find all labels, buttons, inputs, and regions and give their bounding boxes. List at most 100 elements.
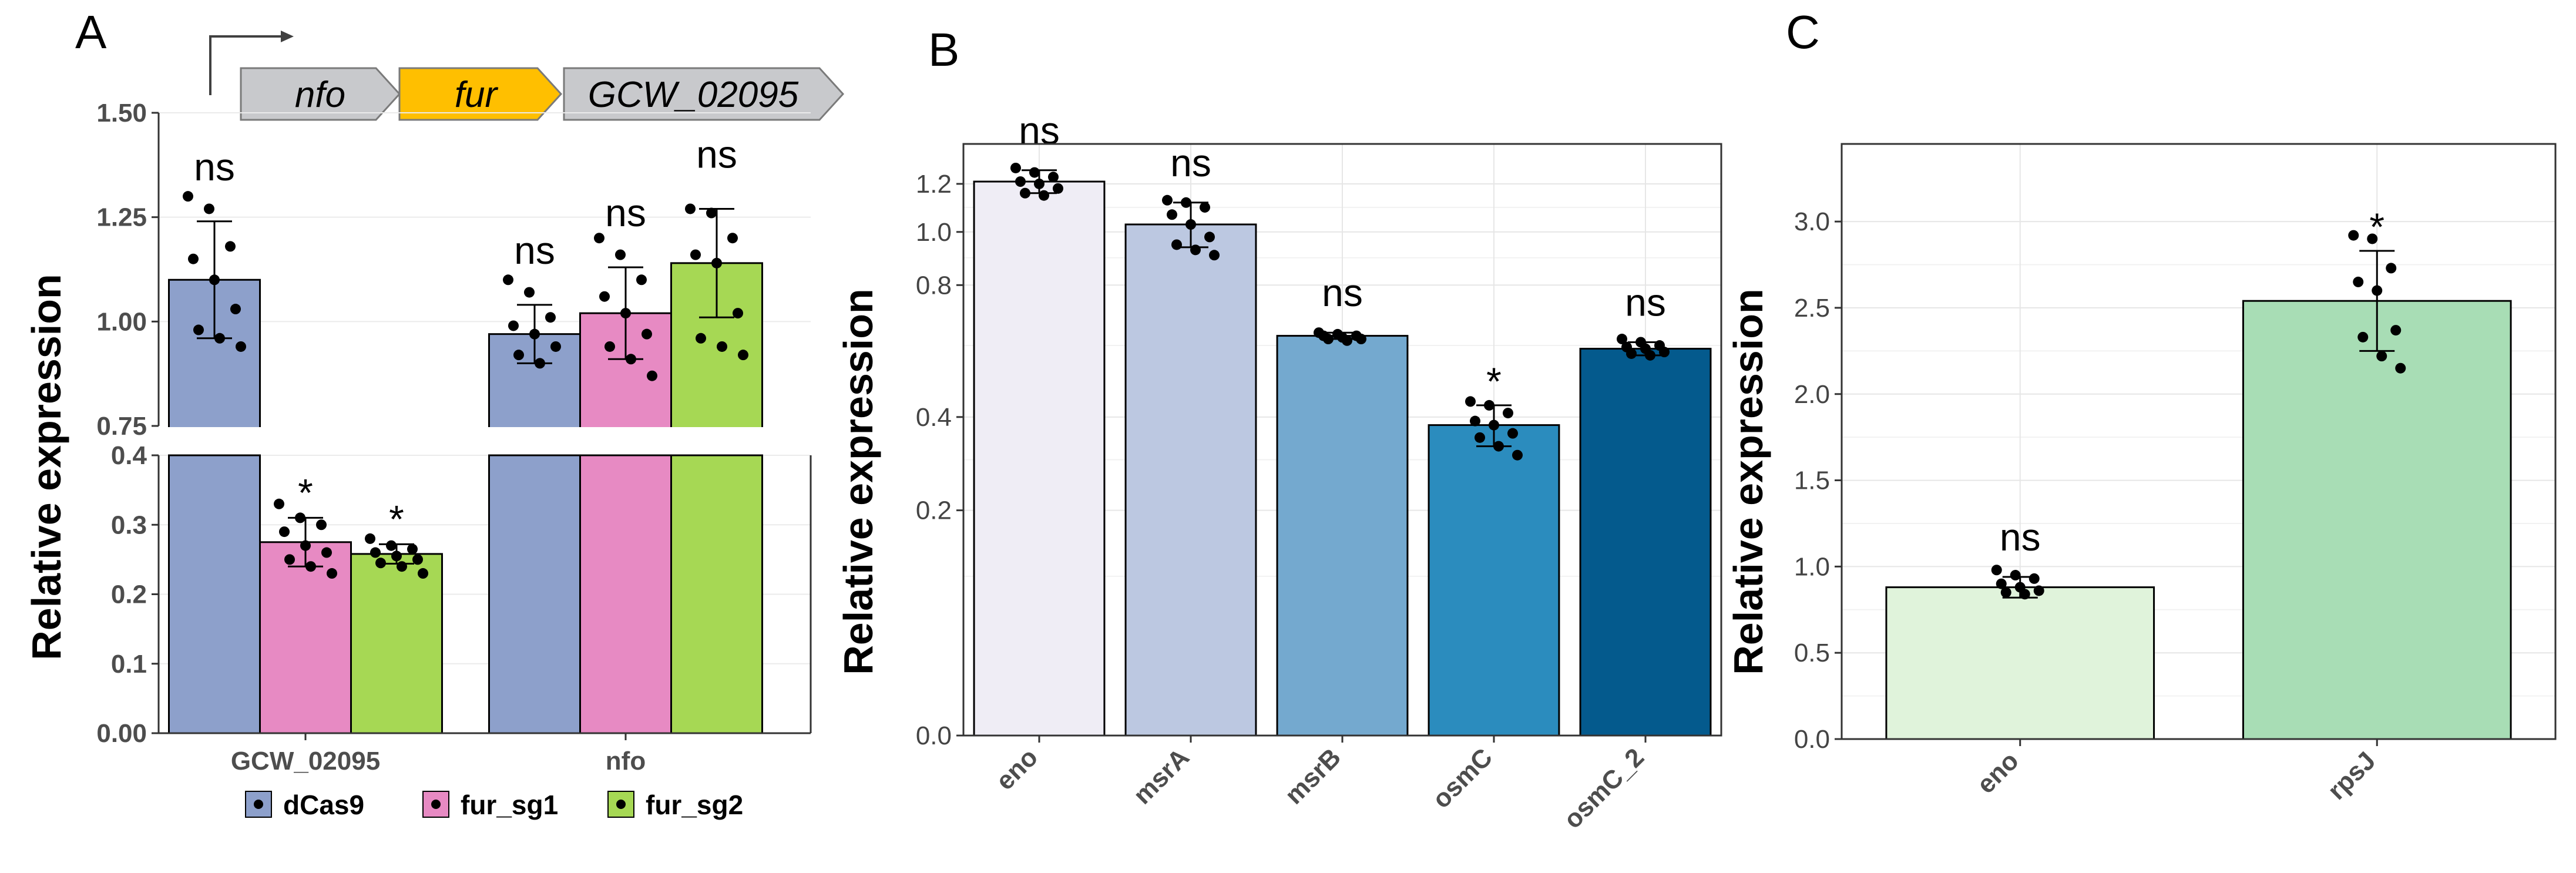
panel-a-x-tick-label: GCW_02095 [231,747,380,775]
panel-a-point-fur_sg2-nfo [696,333,706,344]
panel-a-point-fur_sg1-GCW_02095 [295,512,305,523]
panel-a-y-tick-label: 1.25 [96,203,147,232]
panel-c-point-eno [2000,587,2011,598]
panel-a-point-fur_sg1-GCW_02095 [300,540,311,551]
panel-a-axis-break [156,427,814,454]
gene-nfo-label: nfo [295,75,345,115]
panel-a-point-dCas9-GCW_02095 [209,274,220,286]
panel-a-y-tick-label: 0.75 [96,412,147,441]
panel-c-y-tick-label: 0.0 [1794,725,1830,754]
panel-b-point-msrA [1200,202,1210,213]
panel-b-letter: B [928,23,959,76]
panel-a-significance-fur_sg1-nfo: ns [605,191,646,234]
panel-a-y-tick-label: 1.50 [96,99,147,127]
panel-a-point-fur_sg2-nfo [733,308,743,319]
panel-b-point-eno [1053,183,1063,194]
panel-b-significance-msrB: ns [1322,271,1363,314]
panel-c-bar-eno [1885,586,2155,740]
legend-label-dcas9: dCas9 [283,790,364,820]
panel-a-point-dCas9-nfo [513,350,524,361]
panel-a-point-fur_sg1-GCW_02095 [279,526,290,538]
panel-b-point-msrA [1181,197,1191,208]
panel-a-point-fur_sg2-nfo [690,249,701,260]
panel-b-y-tick-label: 1.2 [916,170,952,199]
panel-a-plot: ns ns * ns * ns 0.00 0.1 0.2 0.3 0.40.75 1.00 1.25 1.… [96,99,814,775]
panel-c-panel-border [1841,143,2557,740]
panel-c-point-eno [2019,589,2030,600]
panel-a-point-dCas9-GCW_02095 [188,253,199,264]
panel-a-x-tick-label: nfo [606,747,646,775]
gene-fur-shape [398,67,563,121]
panel-a-point-fur_sg2-nfo [738,350,748,361]
panel-b-point-osmC [1465,396,1476,407]
panel-b-point-msrB [1323,334,1334,345]
panel-a-y-tick-label: 0.1 [111,650,147,679]
panel-b-point-msrB [1342,335,1352,346]
panel-a-point-fur_sg1-nfo [599,291,610,302]
gene-fur-label: fur [455,75,499,115]
panel-a-y-tick-label: 0.3 [111,511,147,539]
promoter-arrowhead [281,31,294,42]
panel-c-point-rpsJ [2386,263,2397,274]
panel-a-point-fur_sg1-nfo [594,233,604,244]
panel-a-point-fur_sg2-GCW_02095 [412,554,423,565]
panel-a-significance-fur_sg2-nfo: ns [696,132,737,176]
panel-b-y-tick-label: 0.4 [916,403,952,432]
panel-a-point-fur_sg1-nfo [626,354,636,365]
panel-a-point-fur_sg2-GCW_02095 [365,533,375,544]
panel-c-point-rpsJ [2348,230,2359,241]
panel-b-point-eno [1039,190,1049,201]
panel-c-point-eno [1996,578,2007,589]
panel-b-point-msrA [1209,250,1220,261]
panel-a-point-fur_sg1-nfo [620,308,631,319]
panel-a-y-axis-title: Relative expression [23,274,69,660]
panel-b-point-osmC [1489,419,1499,431]
panel-c-significance-rpsJ: * [2369,205,2384,249]
panel-b-y-tick-label: 1.0 [916,218,952,247]
panel-a-point-fur_sg1-nfo [647,370,657,381]
panel-b-point-msrA [1171,239,1182,250]
panel-a-point-dCas9-nfo [508,320,519,331]
panel-b-point-eno [1020,187,1030,199]
panel-b-plot: nsenonsmsrAnsmsrB*osmCnsosmC_20.00.20.40… [916,109,1722,834]
panel-a-point-fur_sg2-nfo [727,233,738,244]
panel-b-panel-border [962,143,1722,737]
panel-b-point-osmC [1493,441,1504,452]
panel-a-point-fur_sg2-GCW_02095 [407,543,418,555]
panel-a-point-fur_sg2-GCW_02095 [418,568,428,579]
operon-diagram: nfo fur GCW_02095 [209,31,845,121]
panel-a-point-fur_sg1-nfo [615,249,626,260]
panel-a-point-dCas9-nfo [503,274,513,286]
panel-a-point-fur_sg2-GCW_02095 [397,561,407,572]
panel-a-point-fur_sg2-nfo [685,203,696,214]
panel-c-point-rpsJ [2395,362,2406,374]
panel-a-bar-fur_sg1-GCW_02095 [259,541,352,734]
panel-b-point-eno [1010,162,1021,173]
panel-a-y-tick-label: 0.00 [96,719,147,748]
panel-a-point-fur_sg1-nfo [604,341,615,352]
panel-a-point-dCas9-GCW_02095 [214,333,225,344]
panel-b-point-osmC [1475,432,1485,443]
panel-b-point-osmC [1512,449,1523,461]
panel-c-y-tick-label: 2.0 [1794,380,1830,409]
panel-a-point-dCas9-nfo [524,287,535,298]
panel-b-point-msrA [1162,194,1173,206]
panel-b-point-osmC [1484,399,1494,411]
panel-b-y-tick-label: 0.2 [916,496,952,525]
panel-a-letter: A [75,6,107,58]
panel-c-y-tick-label: 2.5 [1794,294,1830,323]
panel-c-point-eno [2033,585,2044,596]
panel-b-point-msrA [1190,244,1201,256]
panel-c-y-tick-label: 3.0 [1794,207,1830,236]
panel-a-point-fur_sg2-GCW_02095 [391,550,402,562]
panel-a-significance-dCas9-nfo: ns [514,229,555,272]
panel-c-point-rpsJ [2353,276,2364,287]
panel-c-y-tick-label: 1.5 [1794,466,1830,495]
panel-c-y-axis-title: Relative expression [1725,288,1771,675]
panel-a-point-fur_sg2-GCW_02095 [370,547,381,558]
promoter-arrow [209,35,281,95]
panel-b-point-osmC [1503,408,1513,419]
